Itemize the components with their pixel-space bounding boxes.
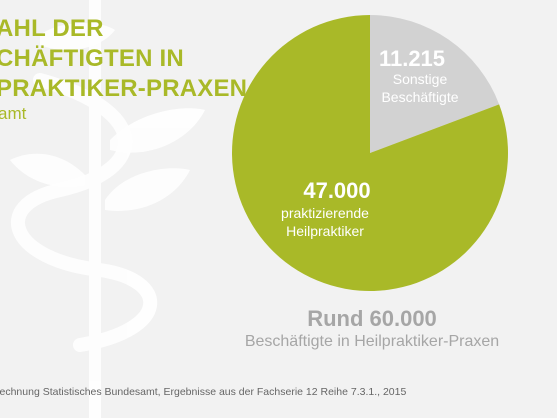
slice-category-label-1-1: Heilpraktiker xyxy=(286,223,364,239)
slice-value-label-0: 11.215 xyxy=(379,46,445,71)
source-footnote: rechnung Statistisches Bundesamt, Ergebn… xyxy=(0,386,407,398)
total-value: Rund 60.000 xyxy=(307,306,437,331)
caduceus-watermark-icon xyxy=(10,0,205,418)
pie-slice-1 xyxy=(231,15,508,291)
title-line-3: PRAKTIKER-PRAXEN xyxy=(0,75,248,102)
title-line-2: CHÄFTIGTEN IN xyxy=(0,45,184,72)
slice-value-label-1: 47.000 xyxy=(303,178,370,203)
title-line-1: AHL DER xyxy=(0,15,104,42)
slice-category-label-0-1: Beschäftigte xyxy=(381,89,458,105)
pie-slice-0 xyxy=(370,15,500,153)
total-label: Beschäftigte in Heilpraktiker-Praxen xyxy=(244,333,500,350)
subtitle: amt xyxy=(0,104,27,123)
slice-category-label-0-0: Sonstige xyxy=(393,71,448,87)
chart-title: AHL DER CHÄFTIGTEN IN PRAKTIKER-PRAXEN xyxy=(0,14,247,104)
slice-category-label-1-0: praktizierende xyxy=(281,205,369,221)
